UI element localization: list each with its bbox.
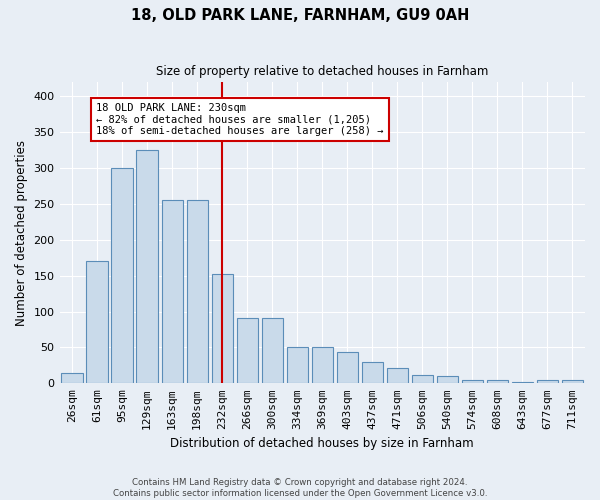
Bar [337,352,358,384]
Bar [212,274,233,384]
Bar [362,362,383,384]
Bar [412,376,433,384]
Bar [537,380,558,384]
Bar [462,380,483,384]
Text: Contains HM Land Registry data © Crown copyright and database right 2024.
Contai: Contains HM Land Registry data © Crown c… [113,478,487,498]
Y-axis label: Number of detached properties: Number of detached properties [15,140,28,326]
Bar [112,168,133,384]
Bar [161,200,183,384]
Bar [387,368,408,384]
Bar [437,376,458,384]
Title: Size of property relative to detached houses in Farnham: Size of property relative to detached ho… [156,65,488,78]
X-axis label: Distribution of detached houses by size in Farnham: Distribution of detached houses by size … [170,437,474,450]
Bar [262,318,283,384]
Bar [236,318,258,384]
Bar [512,382,533,384]
Bar [61,374,83,384]
Bar [136,150,158,384]
Bar [187,200,208,384]
Text: 18, OLD PARK LANE, FARNHAM, GU9 0AH: 18, OLD PARK LANE, FARNHAM, GU9 0AH [131,8,469,22]
Bar [287,348,308,384]
Text: 18 OLD PARK LANE: 230sqm
← 82% of detached houses are smaller (1,205)
18% of sem: 18 OLD PARK LANE: 230sqm ← 82% of detach… [97,103,384,136]
Bar [562,380,583,384]
Bar [86,262,108,384]
Bar [311,348,333,384]
Bar [487,380,508,384]
